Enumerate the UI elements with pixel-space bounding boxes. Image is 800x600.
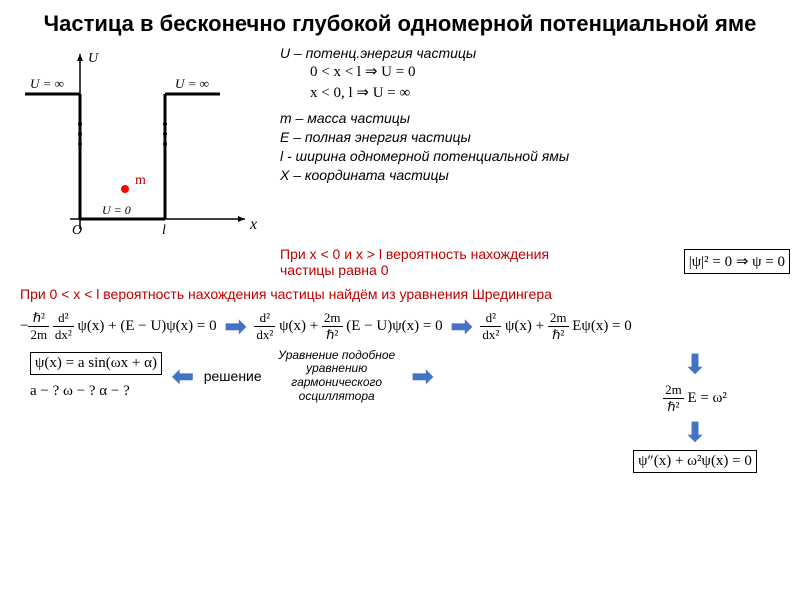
def-E: E – полная энергия частицы	[280, 128, 790, 147]
row-diagram-defs: U x U = ∞ U = ∞ U = 0 O l m U – потенц.э…	[0, 44, 800, 244]
width-label: l	[162, 223, 166, 238]
particle-label: m	[135, 173, 146, 188]
right-column: ⬇ 2mℏ² E = ω² ⬇ ψ″(x) + ω²ψ(x) = 0	[610, 349, 780, 473]
inside-condition: При 0 < x < l вероятность нахождения час…	[0, 278, 800, 308]
origin-label: O	[72, 223, 82, 238]
x-axis-label: x	[249, 216, 257, 233]
potential-well-diagram: U x U = ∞ U = ∞ U = 0 O l m	[10, 44, 270, 244]
eq3: d²dx² ψ(x) + 2mℏ² Eψ(x) = 0	[480, 310, 631, 343]
oscillator-note: Уравнение подобное уравнению гармоническ…	[272, 349, 402, 404]
def-X: X – координата частицы	[280, 166, 790, 185]
final-eq: ψ″(x) + ω²ψ(x) = 0	[633, 450, 757, 473]
arrow-down-icon: ⬇	[684, 349, 706, 380]
solution-label: решение	[204, 368, 262, 384]
solution-block: ψ(x) = a sin(ωx + α) a − ? ω − ? α − ?	[30, 352, 162, 400]
def-l: l - ширина одномерной потенциальной ямы	[280, 147, 790, 166]
def-cond1: 0 < x < l ⇒ U = 0	[280, 62, 790, 82]
eq1: −ℏ²2m d²dx² ψ(x) + (E − U)ψ(x) = 0	[20, 310, 217, 343]
omega-sub: 2mℏ² E = ω²	[663, 382, 727, 415]
def-U: U – потенц.энергия частицы	[280, 44, 790, 63]
outside-condition: При x < 0 и x > l вероятность нахождения…	[0, 244, 800, 278]
arrow-down-icon: ⬇	[684, 417, 706, 448]
arrow-left-icon: ⬅	[172, 361, 194, 392]
outside-eq: |ψ|² = 0 ⇒ ψ = 0	[684, 249, 790, 274]
solution-unknowns: a − ? ω − ? α − ?	[30, 375, 162, 400]
u-zero: U = 0	[102, 203, 131, 217]
solution-row: ψ(x) = a sin(ωx + α) a − ? ω − ? α − ? ⬅…	[20, 349, 610, 404]
u-axis-label: U	[88, 51, 99, 66]
arrow-right-icon: ➡	[412, 361, 434, 392]
schrodinger-row: −ℏ²2m d²dx² ψ(x) + (E − U)ψ(x) = 0 ➡ d²d…	[0, 308, 800, 345]
def-cond2: x < 0, l ⇒ U = ∞	[280, 83, 790, 103]
solution-eq: ψ(x) = a sin(ωx + α)	[30, 352, 162, 375]
outside-text: При x < 0 и x > l вероятность нахождения…	[280, 246, 550, 278]
definitions: U – потенц.энергия частицы 0 < x < l ⇒ U…	[270, 44, 790, 244]
arrow-right-icon: ➡	[225, 311, 247, 342]
def-m: m – масса частицы	[280, 109, 790, 128]
page-title: Частица в бесконечно глубокой одномерной…	[0, 0, 800, 44]
u-inf-left: U = ∞	[30, 76, 64, 91]
eq2: d²dx² ψ(x) + 2mℏ² (E − U)ψ(x) = 0	[254, 310, 442, 343]
u-inf-right: U = ∞	[175, 76, 209, 91]
arrow-right-icon: ➡	[451, 311, 473, 342]
